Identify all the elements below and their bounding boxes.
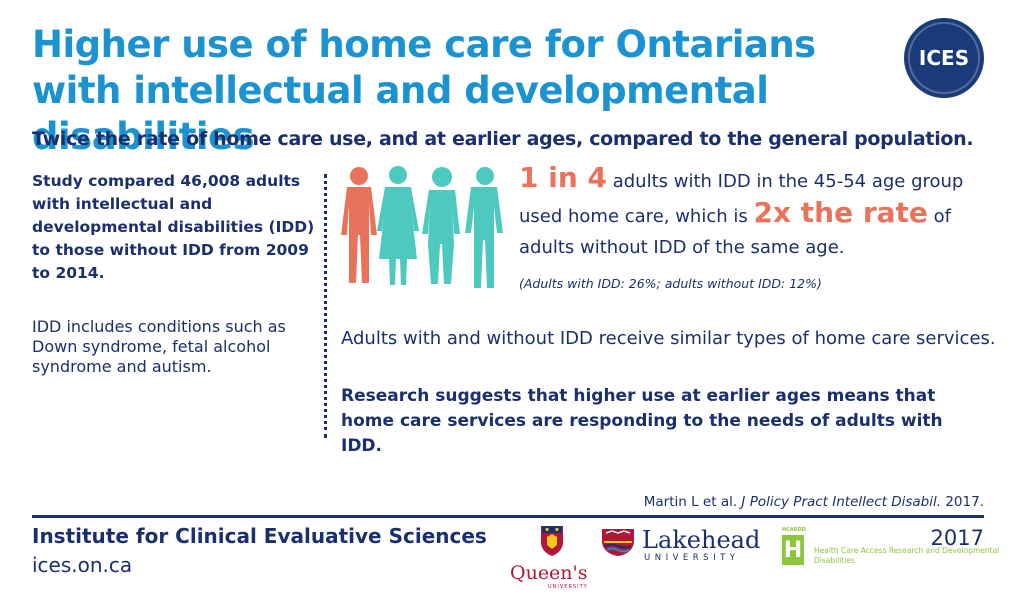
website-link[interactable]: ices.on.ca [32,553,133,577]
lakehead-logo-subtext: UNIVERSITY [644,553,740,563]
hcardd-logo-icon: H [782,535,804,565]
stat-text: adults with IDD in the 45-54 age group u… [519,171,964,227]
person-teal-icon [377,166,419,285]
idd-definition: IDD includes conditions such as Down syn… [32,317,286,376]
queens-crest-icon [541,526,563,556]
study-description: Study compared 46,008 adults with intell… [32,172,315,282]
queens-logo-subtext: UNIVERSITY [548,584,588,590]
stat-note: (Adults with IDD: 26%; adults without ID… [519,276,822,291]
similar-services-text: Adults with and without IDD receive simi… [341,328,996,349]
left-column: Study compared 46,008 adults with intell… [32,170,322,377]
lakehead-logo-text: Lakehead [642,526,761,554]
page-title: Higher use of home care for Ontarians wi… [32,23,816,158]
person-teal-icon [465,167,503,288]
dotted-divider [324,174,327,438]
queens-logo-text: Queen's [510,562,588,584]
citation-authors: Martin L et al. [643,494,742,510]
hcardd-logo-text: Health Care Access Research and Developm… [814,546,1000,565]
citation-journal: J Policy Pract Intellect Disabil. [741,494,942,510]
institute-name: Institute for Clinical Evaluative Scienc… [32,524,487,548]
research-conclusion: Research suggests that higher use at ear… [341,386,943,456]
stat-highlight-ratio: 1 in 4 [519,161,607,194]
person-orange-icon [341,167,377,283]
citation-year: 2017. [941,494,984,510]
stat-text: of adults without IDD of the same age. [519,206,951,258]
page-subtitle: Twice the rate of home care use, and at … [32,128,974,150]
people-illustration [341,166,503,288]
lakehead-logo-icon [602,529,634,556]
stat-highlight-rate: 2x the rate [753,196,928,229]
ices-logo: ICES [904,18,984,98]
publication-year: 2017 [930,526,984,550]
footer-divider [32,515,984,518]
citation: Martin L et al. J Policy Pract Intellect… [644,494,984,510]
hcardd-logo-acronym: HCARDD [782,527,806,533]
person-teal-icon [422,167,460,284]
stat-paragraph: 1 in 4 adults with IDD in the 45-54 age … [519,162,989,263]
